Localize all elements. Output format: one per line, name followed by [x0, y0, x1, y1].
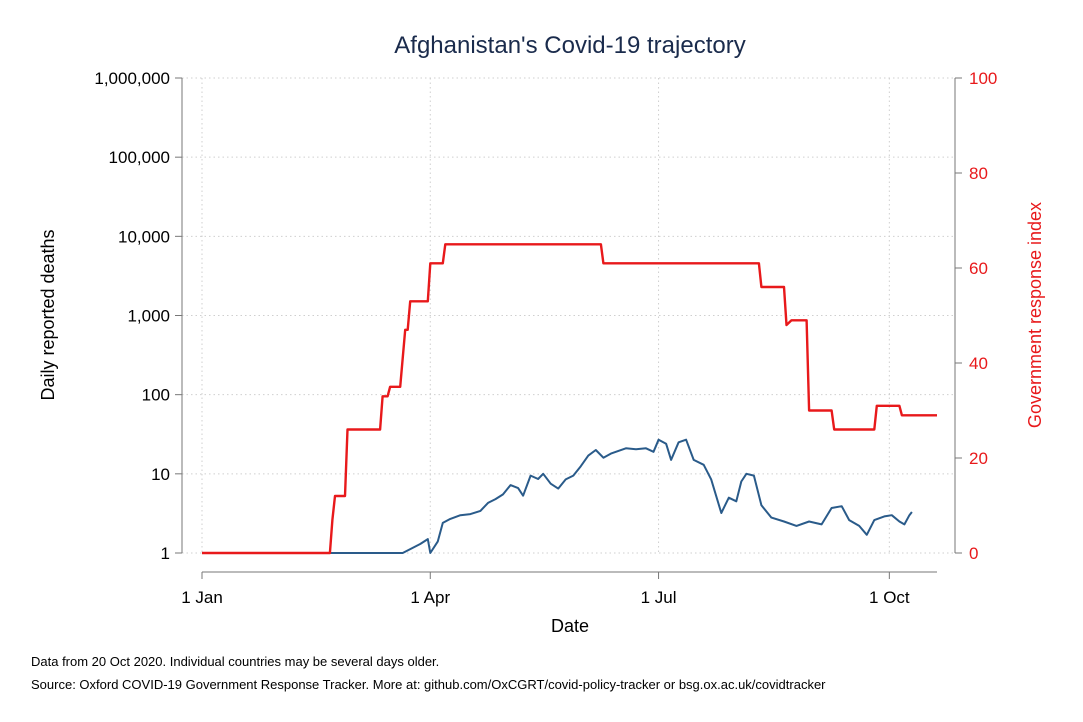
- y2-tick-label: 100: [969, 69, 997, 88]
- y2-tick-label: 40: [969, 354, 988, 373]
- footnote-data-date: Data from 20 Oct 2020. Individual countr…: [31, 654, 440, 669]
- y-tick-label: 10,000: [118, 227, 170, 246]
- y-tick-label: 100: [142, 386, 170, 405]
- plot-frame: [181, 78, 956, 573]
- chart-title: Afghanistan's Covid-19 trajectory: [394, 32, 745, 59]
- response-index-line: [202, 243, 937, 555]
- y-tick-label: 1,000: [127, 307, 170, 326]
- x-tick-label: 1 Oct: [869, 588, 910, 607]
- deaths-line: [202, 438, 913, 554]
- x-tick-label: 1 Jan: [181, 588, 223, 607]
- tick-layer: 1 10 100 1,000 10,000 100,000 1,000,000 0 20 40 60…: [94, 69, 997, 607]
- footnote-source: Source: Oxford COVID-19 Government Respo…: [31, 677, 826, 692]
- x-axis-title: Date: [551, 616, 589, 636]
- y-tick-label: 1: [161, 544, 170, 563]
- series-layer: [202, 243, 937, 555]
- y-axis-title: Daily reported deaths: [38, 229, 58, 400]
- y-tick-label: 10: [151, 465, 170, 484]
- y2-axis-title: Government response index: [1025, 202, 1045, 428]
- y2-tick-label: 60: [969, 259, 988, 278]
- y-tick-label: 100,000: [109, 148, 170, 167]
- y2-tick-label: 0: [969, 544, 978, 563]
- x-tick-label: 1 Apr: [410, 588, 450, 607]
- y2-tick-label: 80: [969, 164, 988, 183]
- x-tick-label: 1 Jul: [641, 588, 677, 607]
- y2-tick-label: 20: [969, 449, 988, 468]
- y-tick-label: 1,000,000: [94, 69, 170, 88]
- grid: [182, 77, 955, 554]
